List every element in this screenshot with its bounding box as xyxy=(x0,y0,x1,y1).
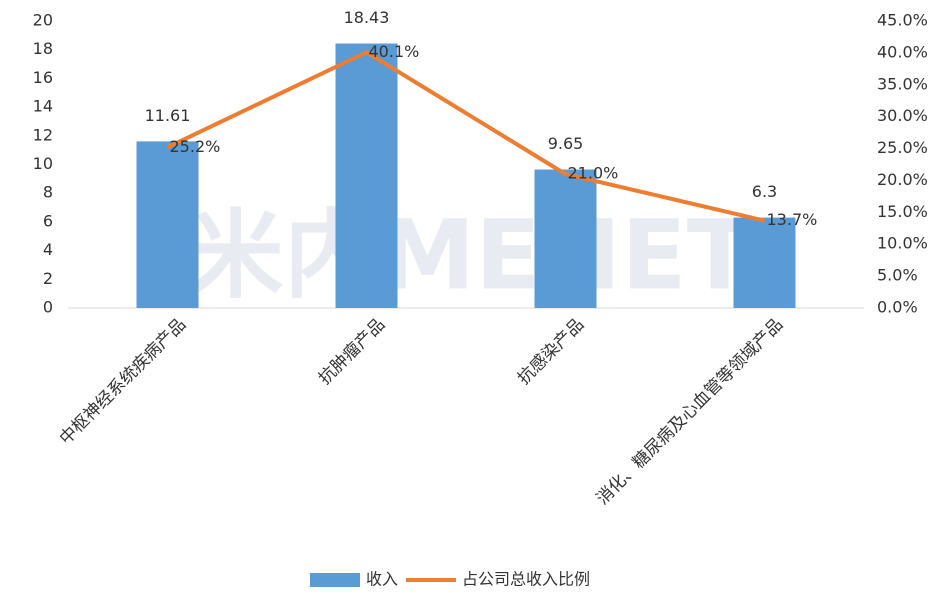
y2-tick-label: 15.0% xyxy=(877,202,928,221)
line-value-label: 40.1% xyxy=(369,42,420,61)
y-tick-label: 16 xyxy=(33,68,53,87)
bar xyxy=(733,217,796,308)
y2-tick-label: 20.0% xyxy=(877,170,928,189)
line-value-label: 25.2% xyxy=(170,137,221,156)
legend-label: 收入 xyxy=(366,570,398,589)
y2-tick-label: 0.0% xyxy=(877,298,918,317)
bar xyxy=(335,43,398,308)
bar-value-label: 6.3 xyxy=(752,182,777,201)
x-tick-label: 抗肿瘤产品 xyxy=(315,315,389,389)
y2-tick-label: 25.0% xyxy=(877,138,928,157)
y2-tick-label: 40.0% xyxy=(877,42,928,61)
x-tick-label: 抗感染产品 xyxy=(514,315,588,389)
legend-label: 占公司总收入比例 xyxy=(462,570,590,589)
line-value-label: 13.7% xyxy=(767,210,818,229)
legend-swatch xyxy=(310,573,360,587)
x-tick-label: 消化、糖尿病及心血管等领域产品 xyxy=(593,315,787,509)
y-tick-label: 2 xyxy=(43,269,53,288)
y-tick-label: 6 xyxy=(43,211,53,230)
line xyxy=(166,49,765,223)
bar-value-label: 9.65 xyxy=(548,134,584,153)
y2-tick-label: 5.0% xyxy=(877,266,918,285)
y-tick-label: 12 xyxy=(33,125,53,144)
bar xyxy=(534,169,597,308)
y-tick-label: 20 xyxy=(33,11,53,30)
y2-tick-label: 30.0% xyxy=(877,106,928,125)
y2-tick-label: 10.0% xyxy=(877,234,928,253)
y-tick-label: 18 xyxy=(33,39,53,58)
line-value-label: 21.0% xyxy=(568,164,619,183)
bar-value-label: 11.61 xyxy=(145,106,191,125)
x-tick-label: 中枢神经系统疾病产品 xyxy=(56,315,190,449)
y-tick-label: 14 xyxy=(33,97,53,116)
bar-value-label: 18.43 xyxy=(344,8,390,27)
y2-tick-label: 45.0% xyxy=(877,11,928,30)
bar xyxy=(136,141,199,308)
y-tick-label: 10 xyxy=(33,154,53,173)
watermark: 米内MENET xyxy=(188,199,753,311)
y-tick-label: 8 xyxy=(43,183,53,202)
y-tick-label: 4 xyxy=(43,240,53,259)
y-tick-label: 0 xyxy=(43,298,53,317)
y2-tick-label: 35.0% xyxy=(877,74,928,93)
